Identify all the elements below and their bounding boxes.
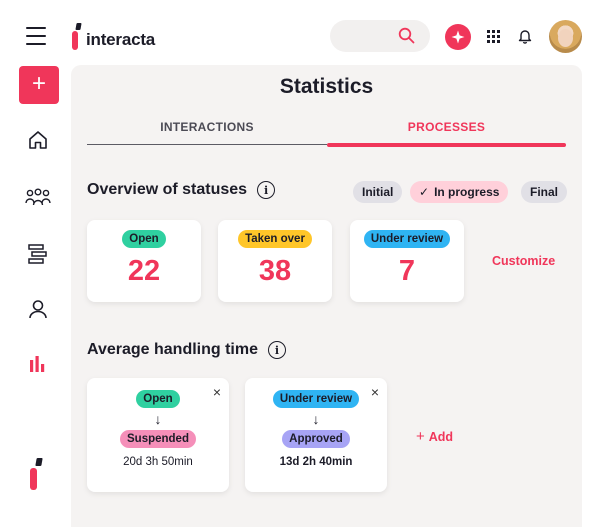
sparkle-button[interactable] [445,24,471,50]
handling-card-review-approved[interactable]: × Under review ↓ Approved 13d 2h 40min [245,378,387,492]
menu-icon[interactable] [26,27,48,45]
home-icon[interactable] [27,129,49,151]
info-icon[interactable]: i [257,181,276,199]
statistics-icon[interactable] [29,355,47,373]
status-count: 22 [127,255,161,287]
handling-time: 13d 2h 40min [279,456,353,468]
status-badge: Under review [363,230,451,248]
new-button[interactable]: + [19,66,59,104]
tabs: INTERACTIONS PROCESSES [87,119,566,147]
search-input[interactable] [330,20,430,52]
logo-mark-icon [71,23,83,50]
filter-initial[interactable]: Initial [353,181,403,203]
app-logo[interactable]: interacta [71,23,156,50]
status-card-open[interactable]: Open 22 [87,220,201,302]
app-name: interacta [86,30,156,49]
sparkle-icon [451,30,465,44]
close-icon[interactable]: × [212,384,221,400]
profile-icon[interactable] [27,298,49,320]
filter-final[interactable]: Final [521,181,568,203]
add-button[interactable]: + Add [416,428,453,445]
status-card-under-review[interactable]: Under review 7 [350,220,464,302]
status-badge: Taken over [238,230,312,248]
info-icon[interactable]: i [268,341,286,359]
handling-section-title: Average handling time i [87,341,286,359]
from-status-badge: Open [136,390,180,408]
to-status-badge: Suspended [120,430,196,448]
add-label: Add [428,430,454,444]
overview-section-title: Overview of statuses i [87,181,276,199]
main-panel: Statistics INTERACTIONS PROCESSES Overvi… [71,65,582,527]
status-badge: Open [122,230,166,248]
close-icon[interactable]: × [370,384,379,400]
arrow-down-icon: ↓ [312,411,320,427]
brand-mark-icon [28,458,48,492]
processes-icon[interactable] [27,243,49,265]
filter-in-progress[interactable]: ✓ In progress [410,181,509,203]
tab-interactions[interactable]: INTERACTIONS [87,119,327,145]
plus-icon: + [416,428,425,445]
search-icon[interactable] [398,27,415,44]
to-status-badge: Approved [282,430,350,448]
customize-button[interactable]: Customize [492,254,556,268]
filter-in-progress-label: In progress [434,185,500,199]
apps-grid-icon[interactable] [487,30,500,43]
tab-processes[interactable]: PROCESSES [327,119,566,147]
handling-time: 20d 3h 50min [123,456,193,468]
bell-icon[interactable] [518,28,532,44]
from-status-badge: Under review [272,390,360,408]
handling-card-open-suspended[interactable]: × Open ↓ Suspended 20d 3h 50min [87,378,229,492]
handling-title-text: Average handling time [87,341,258,358]
page-title: Statistics [279,75,374,98]
check-icon: ✓ [419,185,430,199]
status-card-taken-over[interactable]: Taken over 38 [218,220,332,302]
status-count: 38 [258,255,292,287]
overview-title-text: Overview of statuses [87,181,248,198]
arrow-down-icon: ↓ [154,411,162,427]
user-avatar[interactable] [549,20,582,53]
status-count: 7 [398,255,416,287]
community-icon[interactable] [25,188,51,208]
